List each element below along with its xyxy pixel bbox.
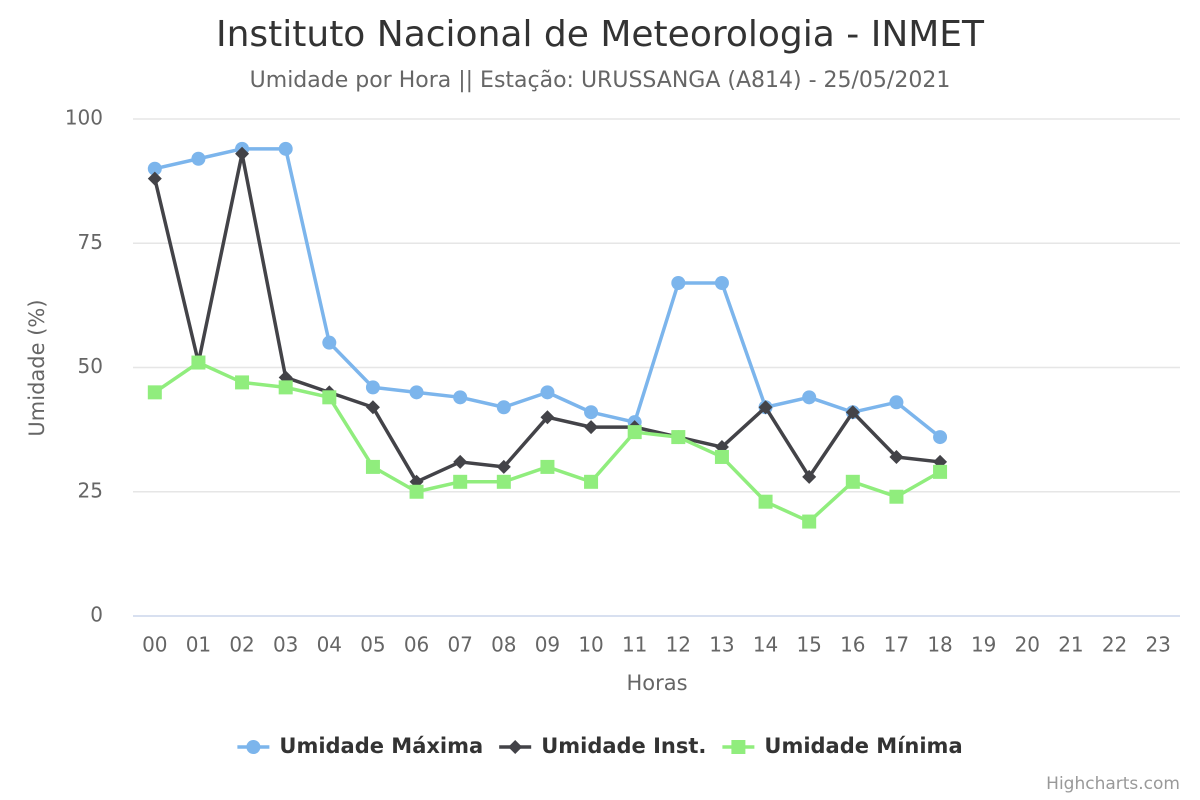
legend-label: Umidade Inst. [541, 734, 706, 758]
data-point [191, 355, 206, 370]
data-point [933, 464, 948, 479]
data-point [235, 375, 250, 390]
x-tick-label: 11 [622, 633, 647, 657]
data-point [540, 410, 555, 425]
x-tick-label: 19 [971, 633, 996, 657]
legend-item[interactable]: Umidade Máxima [237, 734, 483, 758]
data-point [758, 494, 773, 509]
y-tick-label: 0 [90, 603, 103, 627]
x-tick-label: 06 [404, 633, 429, 657]
x-tick-label: 17 [884, 633, 909, 657]
x-tick-label: 04 [317, 633, 342, 657]
data-point [933, 430, 948, 445]
data-point [584, 405, 599, 420]
data-point [584, 474, 599, 489]
data-point [671, 276, 686, 291]
chart-title: Instituto Nacional de Meteorologia - INM… [216, 14, 985, 55]
series-line [153, 152, 941, 484]
data-point [889, 449, 904, 464]
data-point [540, 385, 555, 400]
y-tick-label: 100 [65, 106, 103, 130]
x-tick-label: 12 [666, 633, 691, 657]
x-tick-label: 05 [360, 633, 385, 657]
data-point [802, 469, 817, 484]
data-point [453, 454, 468, 469]
data-point [409, 385, 424, 400]
data-point [496, 474, 511, 489]
x-tick-label: 13 [709, 633, 734, 657]
x-tick-label: 23 [1145, 633, 1170, 657]
data-point [496, 400, 511, 415]
x-tick-label: 22 [1102, 633, 1127, 657]
data-point [802, 514, 817, 529]
x-tick-label: 14 [753, 633, 778, 657]
data-point [714, 276, 729, 291]
data-point [540, 459, 555, 474]
data-point [496, 459, 511, 474]
data-point [889, 395, 904, 410]
data-point [758, 400, 773, 415]
x-tick-label: 15 [796, 633, 821, 657]
data-point [845, 405, 860, 420]
legend-symbol [246, 740, 261, 754]
x-tick-label: 20 [1015, 633, 1040, 657]
data-point [235, 146, 250, 161]
legend-label: Umidade Mínima [764, 734, 962, 758]
data-point [278, 380, 293, 395]
x-tick-label: 00 [142, 633, 167, 657]
y-axis-title: Umidade (%) [25, 299, 49, 436]
x-tick-label: 03 [273, 633, 298, 657]
x-axis-title: Horas [626, 671, 687, 695]
legend: Umidade Máxima Umidade Inst. Umidade Mínim… [237, 734, 963, 758]
data-point [714, 449, 729, 464]
data-point [409, 484, 424, 499]
data-point [671, 430, 686, 445]
x-tick-label: 09 [535, 633, 560, 657]
legend-label: Umidade Máxima [279, 734, 483, 758]
data-point [365, 400, 380, 415]
x-tick-label: 16 [840, 633, 865, 657]
data-point [889, 489, 904, 504]
x-tick-label: 18 [927, 633, 952, 657]
data-point [802, 390, 817, 405]
legend-item[interactable]: Umidade Mínima [722, 734, 963, 758]
x-tick-label: 21 [1058, 633, 1083, 657]
data-point [584, 420, 599, 435]
legend-symbol [731, 740, 746, 754]
credits[interactable]: Highcharts.com [1046, 774, 1180, 794]
data-point [191, 151, 206, 166]
y-tick-label: 50 [78, 354, 103, 378]
legend-item[interactable]: Umidade Inst. [499, 734, 706, 758]
x-tick-label: 10 [578, 633, 603, 657]
y-tick-label: 75 [78, 230, 103, 254]
data-point [453, 474, 468, 489]
x-tick-label: 07 [447, 633, 472, 657]
x-tick-label: 02 [229, 633, 254, 657]
data-point [147, 385, 162, 400]
data-point [322, 335, 337, 350]
legend-symbol [508, 740, 523, 754]
x-tick-label: 01 [186, 633, 211, 657]
data-point [453, 390, 468, 405]
data-point [322, 390, 337, 405]
data-point [278, 141, 293, 156]
data-point [845, 474, 860, 489]
data-point [365, 380, 380, 395]
x-tick-label: 08 [491, 633, 516, 657]
data-point [147, 171, 162, 186]
chart-subtitle: Umidade por Hora || Estação: URUSSANGA (… [250, 68, 951, 93]
y-tick-label: 25 [78, 478, 103, 502]
data-point [627, 425, 642, 440]
data-point [147, 161, 162, 176]
data-point [365, 459, 380, 474]
